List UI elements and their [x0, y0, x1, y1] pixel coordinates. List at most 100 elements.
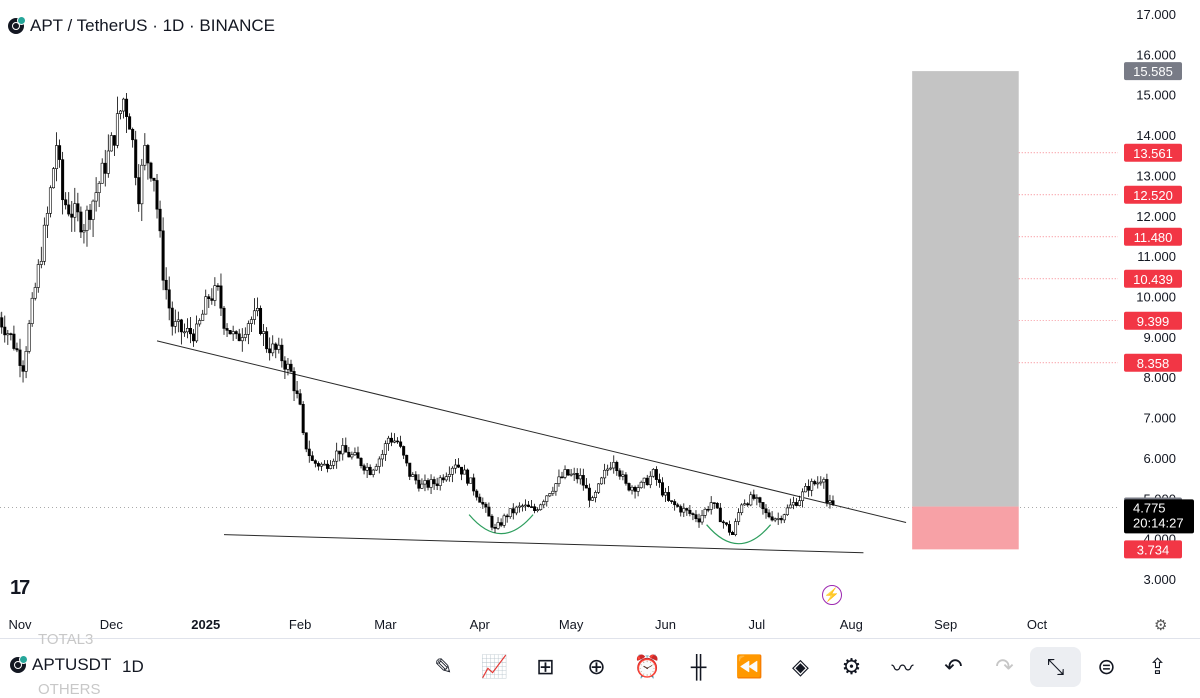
candle-body [724, 522, 728, 525]
candle-body [721, 521, 725, 524]
replay-icon[interactable]: ⏪ [735, 654, 764, 679]
y-tick-label: 15.000 [1136, 88, 1176, 103]
x-tick-label: Jun [655, 617, 676, 632]
candle-body [237, 333, 241, 342]
target-zone[interactable] [912, 71, 1019, 507]
candle-body [94, 192, 98, 202]
candle-body [149, 162, 153, 179]
price-level-label[interactable]: 10.439 [1124, 269, 1182, 288]
x-tick-label: 2025 [191, 617, 220, 632]
candle-body [292, 371, 296, 392]
price-level-label[interactable]: 12.520 [1124, 185, 1182, 204]
symbol-title[interactable]: APT / TetherUS · 1D · BINANCE [30, 16, 275, 35]
descending-support-trendline[interactable] [223, 534, 864, 554]
price-label-bg [1124, 62, 1182, 81]
candle-body [185, 328, 189, 333]
alert-icon[interactable]: ⏰ [633, 654, 662, 679]
axis-settings-icon[interactable]: ⚙ [1154, 617, 1168, 634]
candle-body [520, 505, 524, 508]
price-label-bg [1124, 269, 1182, 288]
price-level-label[interactable]: 11.480 [1124, 227, 1182, 246]
candle-body [122, 98, 126, 112]
candle-body [496, 522, 500, 529]
candle-body [167, 289, 171, 309]
price-level-label[interactable]: 8.358 [1124, 353, 1182, 372]
candle-body [545, 495, 549, 502]
layers-icon[interactable]: ◈ [792, 654, 809, 679]
add-idea-icon[interactable]: ⊜ [1097, 654, 1116, 679]
candle-body [24, 351, 28, 372]
x-tick-label: Apr [470, 617, 491, 632]
candle-body [289, 363, 293, 372]
strategy-icon[interactable]: 〰 [891, 656, 914, 681]
chart-header[interactable]: APT / TetherUS · 1D · BINANCE [8, 16, 275, 36]
symbol-selector[interactable]: APTUSDT [10, 655, 111, 675]
candle-body [131, 128, 135, 141]
candle-body [271, 343, 275, 354]
flash-icon[interactable]: ⚡ [822, 585, 842, 605]
candle-body [195, 323, 199, 342]
candle-body [715, 502, 719, 509]
candle-body [587, 487, 591, 501]
candle-body [651, 469, 655, 477]
candle-body [609, 467, 613, 470]
candle-body [463, 469, 467, 475]
stop-zone[interactable] [912, 506, 1019, 550]
candle-body [9, 333, 13, 335]
redo-icon[interactable]: ↷ [995, 654, 1014, 679]
price-level-label[interactable]: 13.561 [1124, 143, 1182, 162]
bottom-arc[interactable] [706, 524, 772, 545]
price-level-label[interactable]: 3.734 [1124, 540, 1182, 559]
candle-body [15, 348, 19, 351]
candle-body [307, 448, 311, 457]
undo-icon[interactable]: ↶ [944, 654, 963, 679]
fullscreen-exit-icon[interactable]: ⤡ [1030, 647, 1081, 687]
candles-icon[interactable]: ╫ [690, 654, 707, 679]
candle-body [755, 497, 759, 499]
candle-body [514, 506, 518, 514]
bottom-arc[interactable] [468, 514, 534, 535]
candle-body [356, 452, 360, 459]
tool-row: ✎ 📈 ⊞ ⊕ ⏰ ╫ ⏪ ◈ ⚙ 〰 ↶ ↷ ⤡ ⊜ ⇪ [418, 647, 1183, 687]
timeframe-button[interactable]: 1D [122, 657, 144, 676]
candle-body [575, 473, 579, 480]
descending-resistance-trendline[interactable] [156, 340, 907, 523]
candle-body [612, 461, 616, 469]
x-tick-label: Feb [289, 617, 311, 632]
price-label-bg [1124, 185, 1182, 204]
candle-body [657, 479, 661, 483]
pencil-icon[interactable]: ✎ [434, 654, 453, 679]
candle-body [466, 469, 470, 484]
indicators-icon[interactable]: 📈 [480, 654, 509, 679]
candle-body [578, 475, 582, 480]
layouts-icon[interactable]: ⊞ [536, 654, 555, 679]
settings-sliders-icon[interactable]: ⚙ [841, 654, 862, 679]
candle-body [804, 486, 808, 493]
candle-body [140, 164, 144, 205]
add-icon[interactable]: ⊕ [587, 654, 606, 679]
candle-body [27, 323, 31, 352]
y-tick-label: 13.000 [1136, 168, 1176, 183]
price-level-label[interactable]: 15.585 [1124, 62, 1182, 81]
candle-body [530, 506, 534, 508]
price-label-bg [1124, 227, 1182, 246]
price-level-label[interactable]: 9.399 [1124, 311, 1182, 330]
candle-body [450, 467, 454, 475]
candle-body [603, 469, 607, 479]
candle-body [517, 505, 521, 508]
share-icon[interactable]: ⇪ [1148, 654, 1167, 679]
x-tick-label: Jul [749, 617, 766, 632]
candle-body [794, 502, 798, 506]
candle-body [691, 513, 695, 515]
candle-body [3, 326, 7, 336]
x-tick-label: Dec [100, 617, 124, 632]
candle-body [51, 168, 55, 189]
candle-body [597, 483, 601, 493]
candle-body [490, 515, 494, 528]
candle-body [801, 491, 805, 501]
last-price-value: 4.775 [1133, 500, 1166, 515]
y-tick-label: 17.000 [1136, 7, 1176, 22]
candle-body [280, 344, 284, 362]
